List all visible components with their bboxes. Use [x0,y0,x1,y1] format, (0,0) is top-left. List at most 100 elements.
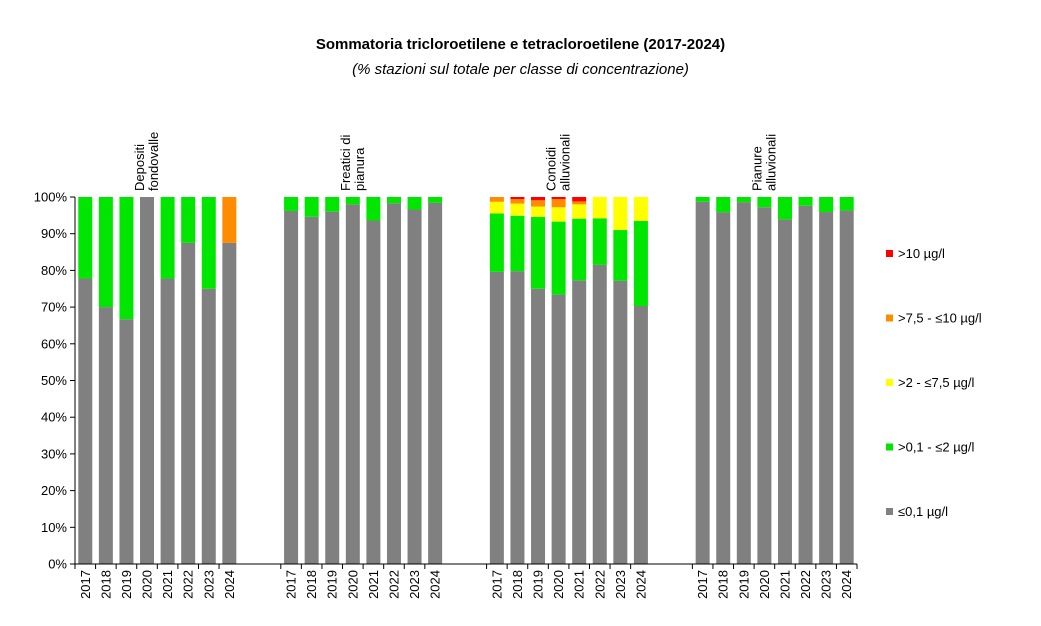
legend-label: >0,1 - ≤2 µg/l [898,440,975,455]
legend-item: >0,1 - ≤2 µg/l [886,440,975,455]
bar-segment [531,216,546,289]
bar-segment [160,278,175,564]
legend-label: ≤0,1 µg/l [898,504,948,519]
bar-segment [736,202,751,564]
bar-segment [777,219,792,564]
bar-segment [386,203,401,564]
bar-segment [284,210,299,565]
chart-title: Sommatoria tricloroetilene e tetracloroe… [315,36,726,53]
bar-segment [551,197,566,200]
bar-segment [140,197,155,564]
y-tick-label: 50% [41,373,67,388]
bar-segment [160,197,175,279]
legend-label: >2 - ≤7,5 µg/l [898,375,975,390]
x-tick-label: 2024 [839,570,854,599]
bar-segment [428,197,443,203]
bar-segment [325,211,340,564]
x-tick-label: 2021 [572,570,587,599]
bar-segment [345,197,360,205]
bar-segment [366,220,381,564]
bar-segment [736,197,751,203]
x-tick-label: 2019 [325,570,340,599]
bar-segment [777,197,792,220]
y-tick-label: 0% [48,557,67,572]
bar-segment [510,199,525,204]
y-tick-label: 70% [41,300,67,315]
y-tick-label: 80% [41,263,67,278]
bar-segment [222,242,237,564]
bar-segment [407,209,422,564]
bar-segment [78,197,93,279]
legend-swatch [886,314,893,322]
legend-item: >7,5 - ≤10 µg/l [886,311,982,326]
x-tick-label: 2018 [98,570,113,599]
bar-segment [119,319,134,564]
y-tick-label: 20% [41,483,67,498]
bar-segment [819,197,834,213]
x-tick-label: 2022 [798,570,813,599]
bar-segment [489,271,504,564]
group-label: Pianure [749,146,764,191]
bar-segment [510,203,525,216]
bar-segment [757,197,772,208]
legend-swatch [886,508,893,515]
bar-segment [613,280,628,564]
bar-segment [551,199,566,208]
group-label: Conoidi [544,147,559,191]
x-tick-label: 2023 [819,570,834,599]
legend-label: >10 µg/l [898,246,945,261]
bar-segment [716,197,731,213]
group-label: fondovalle [146,132,161,191]
x-tick-label: 2018 [304,570,319,599]
x-tick-label: 2021 [777,570,792,599]
bar-segment [592,264,607,564]
x-tick-label: 2020 [551,570,566,599]
bar-segment [78,278,93,564]
bar-segment [551,221,566,295]
legend-swatch [886,443,893,451]
y-tick-label: 30% [41,446,67,461]
x-tick-label: 2023 [613,570,628,599]
x-tick-label: 2017 [78,570,93,599]
bar-segment [304,197,319,217]
x-tick-label: 2019 [736,570,751,599]
y-tick-label: 90% [41,226,67,241]
x-tick-label: 2019 [531,570,546,599]
x-tick-label: 2020 [140,570,155,599]
bar-segment [119,197,134,320]
bar-segment [572,201,587,205]
bar-segment [613,230,628,281]
legend-item: >10 µg/l [886,246,945,261]
bar-segment [531,288,546,564]
bar-segment [181,242,196,564]
x-tick-label: 2019 [119,570,134,599]
bar-segment [201,197,216,289]
bar-segment [798,197,813,206]
x-tick-label: 2020 [345,570,360,599]
bar-segment [572,197,587,202]
x-tick-label: 2020 [757,570,772,599]
bar-segment [181,197,196,243]
bar-segment [510,197,525,200]
bar-segment [407,197,422,210]
legend-item: >2 - ≤7,5 µg/l [886,375,975,390]
bar-segment [98,197,113,308]
bar-segment [489,213,504,272]
x-tick-label: 2017 [284,570,299,599]
bar-segment [572,280,587,564]
bar-segment [716,212,731,564]
x-tick-label: 2017 [695,570,710,599]
bar-segment [695,201,710,564]
bar-segment [633,197,648,221]
x-tick-label: 2023 [407,570,422,599]
bar-segment [531,206,546,217]
bar-segment [386,197,401,204]
bar-segment [757,207,772,564]
bar-segment [592,197,607,219]
bar-segment [510,271,525,564]
bar-segment [222,197,237,243]
x-tick-label: 2023 [201,570,216,599]
bar-segment [572,204,587,219]
x-tick-label: 2018 [510,570,525,599]
